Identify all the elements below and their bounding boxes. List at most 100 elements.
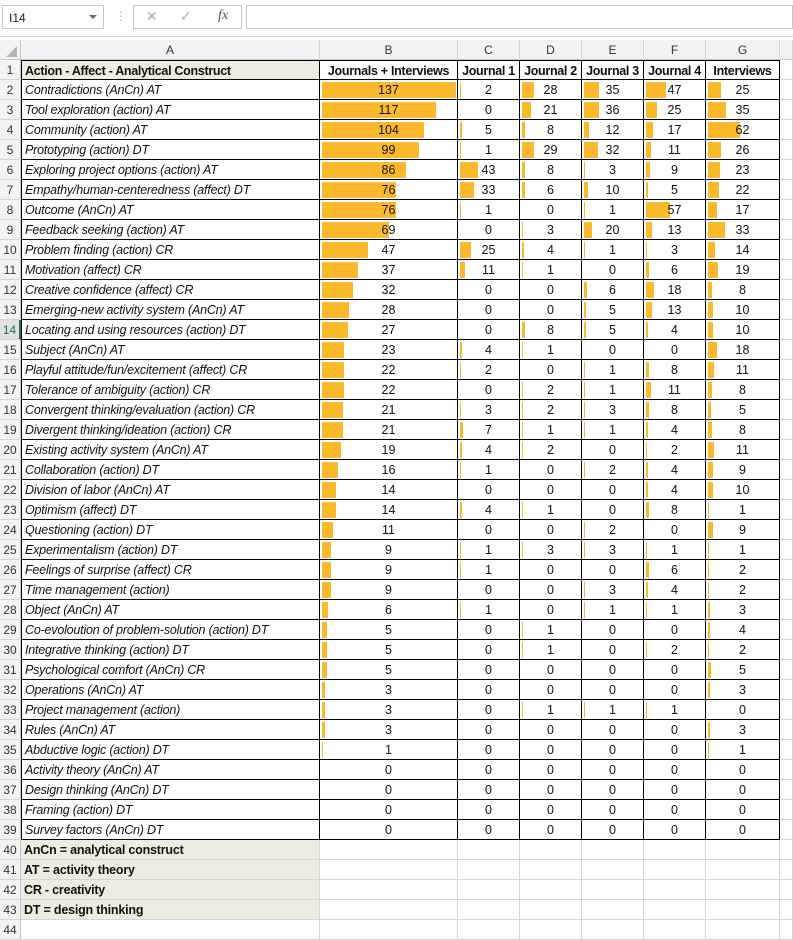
value-cell[interactable]: 0 [706,760,780,780]
construct-cell[interactable]: Feelings of surprise (affect) CR [21,560,320,580]
value-cell[interactable]: 0 [458,320,520,340]
value-cell[interactable]: 1 [458,540,520,560]
value-cell[interactable]: 9 [320,540,458,560]
value-cell[interactable]: 3 [706,680,780,700]
value-cell[interactable]: 23 [706,160,780,180]
value-cell[interactable]: 12 [582,120,644,140]
value-cell[interactable]: 69 [320,220,458,240]
value-cell[interactable]: 10 [706,480,780,500]
value-cell[interactable]: 0 [520,580,582,600]
value-cell[interactable] [458,840,520,860]
value-cell[interactable]: 0 [458,480,520,500]
construct-cell[interactable]: Community (action) AT [21,120,320,140]
value-cell[interactable]: 86 [320,160,458,180]
value-cell[interactable]: 14 [706,240,780,260]
value-cell[interactable]: 47 [644,80,706,100]
value-cell[interactable]: 4 [458,340,520,360]
value-cell[interactable]: 35 [582,80,644,100]
value-cell[interactable]: 5 [320,640,458,660]
value-cell[interactable]: 0 [582,760,644,780]
select-all-button[interactable] [0,40,21,60]
value-cell[interactable]: 0 [320,780,458,800]
value-cell[interactable]: 11 [458,260,520,280]
value-cell[interactable]: 1 [644,700,706,720]
value-cell[interactable]: 22 [320,360,458,380]
construct-cell[interactable]: Survey factors (AnCn) DT [21,820,320,840]
value-cell[interactable]: 0 [458,760,520,780]
value-cell[interactable] [780,920,793,940]
value-cell[interactable] [780,680,793,700]
value-cell[interactable]: 18 [706,340,780,360]
value-cell[interactable]: 25 [644,100,706,120]
value-cell[interactable] [780,580,793,600]
row-header[interactable]: 1 [0,60,21,80]
value-cell[interactable]: 0 [644,760,706,780]
row-header[interactable]: 42 [0,880,21,900]
value-cell[interactable]: 0 [582,560,644,580]
value-cell[interactable]: 8 [706,280,780,300]
value-cell[interactable] [780,760,793,780]
value-cell[interactable]: 0 [582,620,644,640]
value-cell[interactable]: 0 [644,660,706,680]
row-header[interactable]: 6 [0,160,21,180]
construct-cell[interactable]: Experimentalism (action) DT [21,540,320,560]
value-cell[interactable]: 3 [582,400,644,420]
construct-cell[interactable]: Operations (AnCn) AT [21,680,320,700]
value-cell[interactable]: 9 [706,460,780,480]
value-cell[interactable]: 0 [520,280,582,300]
value-cell[interactable]: 1 [520,500,582,520]
value-cell[interactable]: 8 [644,400,706,420]
value-cell[interactable] [780,320,793,340]
value-cell[interactable] [780,700,793,720]
row-header[interactable]: 7 [0,180,21,200]
value-cell[interactable]: 1 [644,540,706,560]
value-cell[interactable]: 0 [520,460,582,480]
value-cell[interactable]: 8 [644,360,706,380]
value-cell[interactable]: 3 [644,240,706,260]
value-cell[interactable]: 0 [582,340,644,360]
row-header[interactable]: 14 [0,320,21,340]
row-header[interactable]: 18 [0,400,21,420]
value-cell[interactable]: 5 [458,120,520,140]
value-cell[interactable]: 1 [582,600,644,620]
row-header[interactable]: 3 [0,100,21,120]
row-header[interactable]: 15 [0,340,21,360]
value-cell[interactable]: 1 [582,200,644,220]
value-cell[interactable]: 6 [644,560,706,580]
value-cell[interactable]: 25 [458,240,520,260]
construct-cell[interactable]: Object (AnCn) AT [21,600,320,620]
value-cell[interactable]: 27 [320,320,458,340]
value-cell[interactable]: 6 [644,260,706,280]
value-cell[interactable]: Interviews [706,60,780,80]
value-cell[interactable]: 62 [706,120,780,140]
construct-cell[interactable]: Action - Affect - Analytical Construct [21,60,320,80]
value-cell[interactable]: 2 [582,460,644,480]
value-cell[interactable] [320,900,458,920]
value-cell[interactable]: 57 [644,200,706,220]
value-cell[interactable]: 2 [706,560,780,580]
value-cell[interactable] [780,800,793,820]
value-cell[interactable]: 0 [458,220,520,240]
row-header[interactable]: 19 [0,420,21,440]
row-header[interactable]: 38 [0,800,21,820]
value-cell[interactable] [780,480,793,500]
value-cell[interactable] [780,400,793,420]
value-cell[interactable]: 47 [320,240,458,260]
value-cell[interactable] [780,600,793,620]
value-cell[interactable]: 0 [644,680,706,700]
column-header-c[interactable]: C [458,40,520,60]
construct-cell[interactable]: Empathy/human-centeredness (affect) DT [21,180,320,200]
value-cell[interactable]: 33 [458,180,520,200]
value-cell[interactable] [582,920,644,940]
construct-cell[interactable]: Division of labor (AnCn) AT [21,480,320,500]
value-cell[interactable]: 0 [520,200,582,220]
value-cell[interactable]: 1 [458,560,520,580]
construct-cell[interactable]: Tool exploration (action) AT [21,100,320,120]
value-cell[interactable]: 11 [320,520,458,540]
value-cell[interactable]: 2 [644,640,706,660]
value-cell[interactable] [520,840,582,860]
value-cell[interactable]: 5 [582,300,644,320]
value-cell[interactable]: 13 [644,300,706,320]
value-cell[interactable]: 0 [644,780,706,800]
value-cell[interactable] [520,920,582,940]
